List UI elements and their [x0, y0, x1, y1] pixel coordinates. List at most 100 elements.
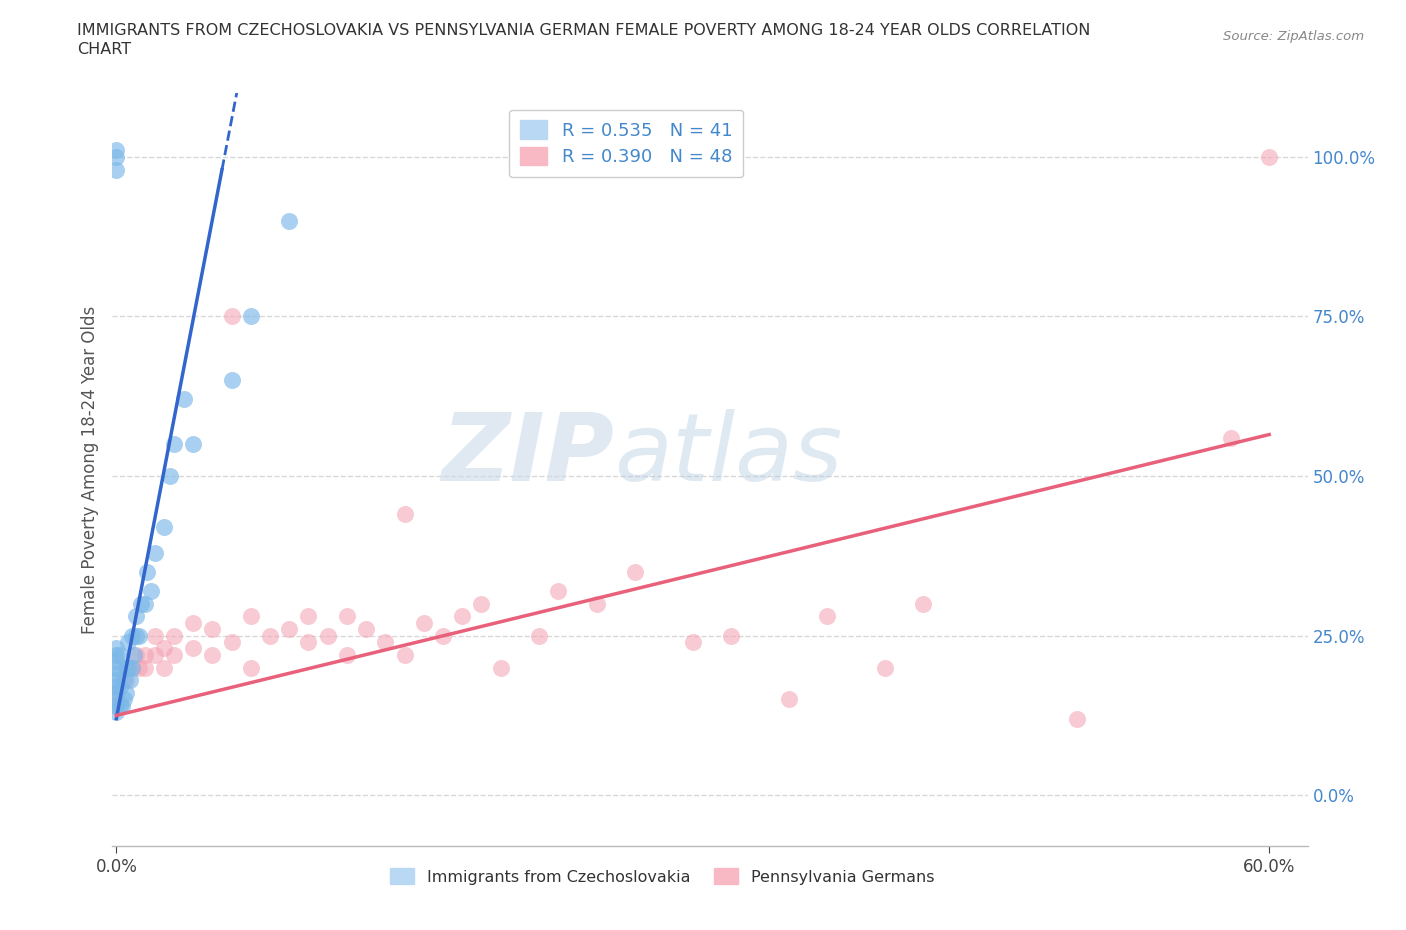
Point [451, 609, 474, 624]
Point [105, 698, 128, 713]
Point [105, 150, 128, 165]
Point [815, 609, 838, 624]
Point [316, 628, 339, 643]
Point [121, 660, 143, 675]
Point [139, 583, 162, 598]
Point [173, 392, 195, 406]
Point [778, 692, 800, 707]
Point [374, 634, 396, 649]
Point [115, 660, 138, 675]
Point [105, 647, 128, 662]
Point [117, 634, 139, 649]
Point [297, 634, 319, 649]
Point [143, 545, 166, 560]
Point [239, 609, 262, 624]
Point [105, 660, 128, 675]
Point [128, 628, 150, 643]
Point [221, 373, 243, 388]
Point [153, 641, 176, 656]
Point [105, 143, 128, 158]
Point [336, 647, 359, 662]
Y-axis label: Female Poverty Among 18-24 Year Olds: Female Poverty Among 18-24 Year Olds [80, 306, 98, 633]
Point [134, 596, 156, 611]
Point [105, 679, 128, 694]
Point [489, 660, 512, 675]
Point [136, 565, 159, 579]
Point [134, 660, 156, 675]
Point [108, 647, 131, 662]
Point [201, 622, 224, 637]
Point [112, 692, 135, 707]
Point [259, 628, 281, 643]
Point [124, 628, 146, 643]
Point [108, 698, 131, 713]
Point [873, 660, 896, 675]
Point [143, 647, 166, 662]
Point [124, 609, 146, 624]
Point [297, 609, 319, 624]
Point [143, 628, 166, 643]
Text: Source: ZipAtlas.com: Source: ZipAtlas.com [1223, 30, 1364, 43]
Point [1066, 711, 1088, 726]
Point [121, 660, 143, 675]
Text: atlas: atlas [614, 409, 842, 500]
Point [118, 673, 141, 688]
Point [128, 660, 150, 675]
Point [105, 685, 128, 700]
Point [624, 565, 647, 579]
Point [159, 469, 181, 484]
Point [105, 641, 128, 656]
Point [585, 596, 607, 611]
Point [394, 647, 416, 662]
Point [181, 616, 204, 631]
Point [112, 673, 135, 688]
Point [105, 673, 128, 688]
Point [394, 507, 416, 522]
Point [278, 213, 301, 228]
Point [432, 628, 454, 643]
Point [163, 647, 186, 662]
Point [134, 647, 156, 662]
Point [105, 654, 128, 669]
Point [221, 309, 243, 324]
Legend: Immigrants from Czechoslovakia, Pennsylvania Germans: Immigrants from Czechoslovakia, Pennsylv… [384, 862, 941, 891]
Point [470, 596, 492, 611]
Point [278, 622, 301, 637]
Point [115, 673, 138, 688]
Point [201, 647, 224, 662]
Point [163, 628, 186, 643]
Point [122, 647, 145, 662]
Text: IMMIGRANTS FROM CZECHOSLOVAKIA VS PENNSYLVANIA GERMAN FEMALE POVERTY AMONG 18-24: IMMIGRANTS FROM CZECHOSLOVAKIA VS PENNSY… [77, 23, 1091, 38]
Point [354, 622, 377, 637]
Point [117, 660, 139, 675]
Point [239, 309, 262, 324]
Point [105, 692, 128, 707]
Point [153, 520, 176, 535]
Point [124, 647, 146, 662]
Text: CHART: CHART [77, 42, 131, 57]
Point [239, 660, 262, 675]
Point [163, 437, 186, 452]
Point [105, 705, 128, 720]
Point [1219, 431, 1241, 445]
Point [111, 698, 134, 713]
Point [412, 616, 434, 631]
Point [108, 679, 131, 694]
Text: ZIP: ZIP [441, 408, 614, 500]
Point [181, 641, 204, 656]
Point [115, 685, 138, 700]
Point [105, 698, 128, 713]
Point [105, 162, 128, 177]
Point [682, 634, 704, 649]
Point [547, 583, 569, 598]
Point [912, 596, 935, 611]
Point [153, 660, 176, 675]
Point [105, 667, 128, 682]
Point [121, 628, 143, 643]
Point [181, 437, 204, 452]
Point [1258, 150, 1281, 165]
Point [720, 628, 742, 643]
Point [336, 609, 359, 624]
Point [221, 634, 243, 649]
Point [105, 685, 128, 700]
